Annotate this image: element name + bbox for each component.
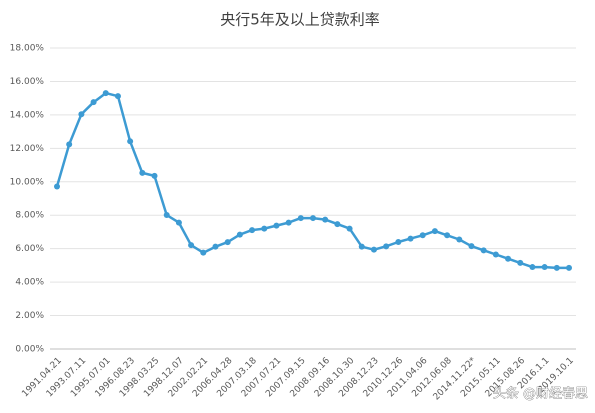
point [249, 227, 256, 234]
y-tick-label: 4.00% [15, 278, 44, 288]
point [566, 264, 572, 271]
y-tick-label: 10.00% [10, 177, 45, 187]
point [456, 236, 463, 243]
point [517, 259, 524, 266]
point [505, 255, 512, 262]
point [151, 172, 158, 179]
point [66, 141, 73, 148]
y-tick-label: 0.00% [15, 345, 44, 355]
point [468, 243, 475, 250]
point [273, 222, 280, 229]
point [285, 219, 292, 226]
point [370, 246, 377, 253]
point [419, 232, 426, 239]
point [334, 221, 341, 228]
watermark: 头条 @财经春思 [493, 386, 588, 402]
y-tick-label: 14.00% [10, 110, 45, 120]
y-tick-label: 2.00% [15, 311, 44, 321]
point [54, 183, 60, 190]
point [102, 90, 109, 97]
point [358, 243, 365, 250]
y-tick-label: 12.00% [10, 144, 45, 154]
point [395, 238, 402, 245]
point [114, 93, 121, 100]
y-tick-label: 18.00% [10, 44, 45, 54]
point [480, 247, 487, 254]
point [383, 243, 390, 250]
point [529, 264, 536, 271]
point [200, 249, 207, 256]
point [444, 232, 451, 239]
point [297, 215, 304, 222]
chart-title: 央行5年及以上贷款利率 [220, 11, 380, 29]
point [90, 99, 97, 106]
point [553, 264, 560, 271]
point [492, 251, 499, 258]
point [261, 225, 268, 232]
point [212, 243, 219, 250]
point [175, 219, 182, 226]
point [431, 228, 438, 235]
point [139, 169, 146, 176]
point [322, 216, 329, 223]
point [188, 242, 195, 249]
point [127, 138, 134, 145]
y-tick-label: 8.00% [15, 211, 44, 221]
point [236, 231, 243, 238]
point [224, 239, 231, 246]
line [55, 91, 569, 270]
y-tick-label: 6.00% [15, 244, 44, 254]
point [541, 264, 548, 271]
y-tick-label: 16.00% [10, 77, 45, 87]
point [346, 225, 353, 232]
point [163, 212, 170, 219]
point [78, 111, 85, 118]
point [407, 235, 414, 242]
point [310, 215, 316, 222]
